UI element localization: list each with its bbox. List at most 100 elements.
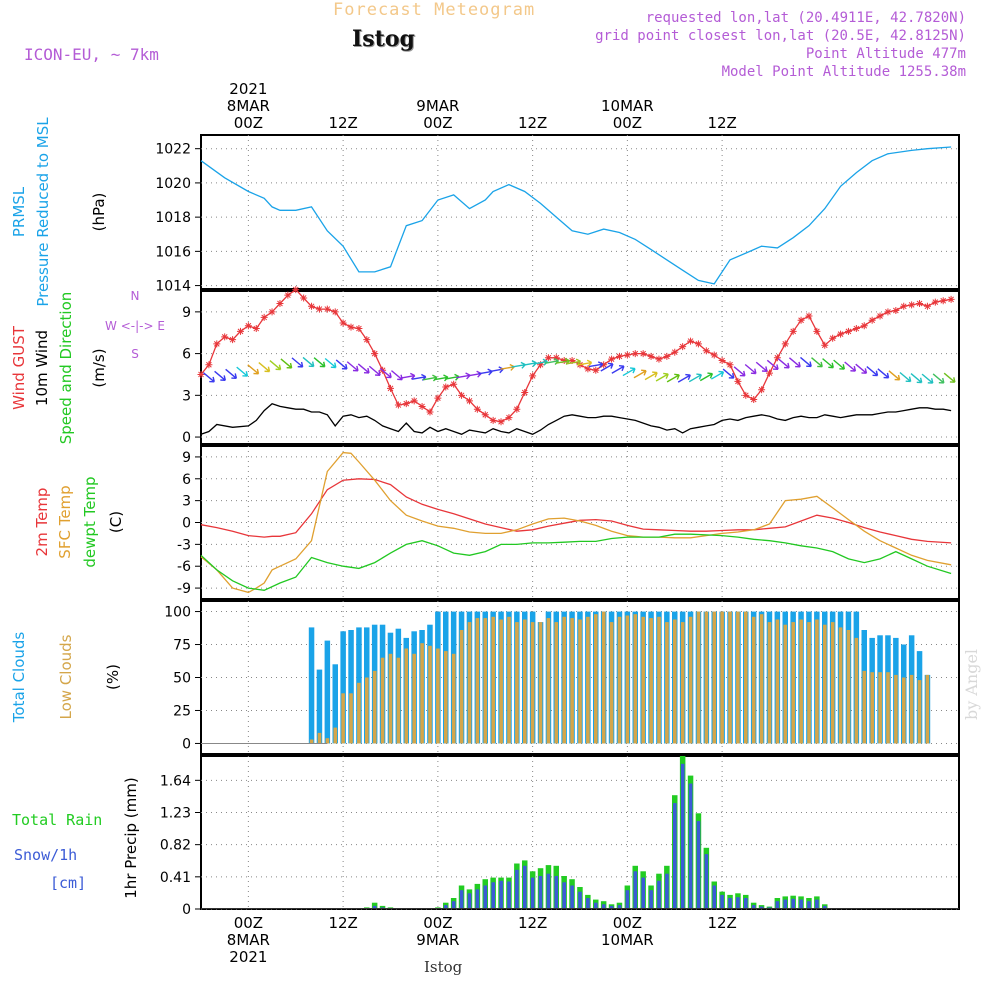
bar (854, 637, 859, 744)
bar (570, 885, 574, 909)
time-label-bottom: 10MAR (601, 931, 654, 949)
bar (625, 890, 630, 909)
bar (767, 622, 772, 744)
y-tick-label: 1022 (155, 142, 191, 158)
bar (791, 622, 795, 744)
bar (894, 674, 898, 744)
gust-marker (450, 380, 458, 388)
wind-arrow (588, 361, 604, 369)
gust-marker (205, 361, 213, 369)
legend-snow: Snow/1h (14, 846, 77, 864)
bar (791, 898, 795, 909)
y-tick-label: 75 (173, 638, 191, 654)
model-point-altitude: Model Point Altitude 1255.38m (721, 64, 966, 80)
bar (530, 622, 535, 744)
bar (459, 630, 464, 744)
bar (570, 618, 574, 744)
time-label-bottom: 12Z (707, 914, 736, 932)
time-label-top: 2021 (229, 80, 267, 98)
time-label-top: 00Z (613, 114, 642, 132)
wind-arrow (844, 361, 857, 372)
gust-marker (766, 369, 773, 377)
bar (775, 619, 780, 744)
gust-marker (876, 312, 884, 320)
bar (562, 882, 566, 909)
wind-arrow-shape (622, 367, 636, 377)
wind-arrow (733, 366, 746, 377)
wind-arrow-shape (247, 364, 260, 375)
wind-arrow (236, 366, 249, 377)
bar (499, 619, 503, 744)
wind-arrow (855, 363, 868, 374)
bar (649, 618, 653, 744)
panel-4: 0 25 50 75 100 (164, 600, 960, 755)
bar (586, 616, 590, 744)
bar (515, 622, 519, 744)
y-tick-label: 3 (182, 388, 191, 404)
wind-arrow-shape (733, 366, 746, 377)
bar (444, 905, 448, 909)
wind-arrow-shape (258, 361, 271, 373)
wind-arrow (225, 368, 238, 380)
bar (420, 643, 424, 744)
panel-ylabel: Low Clouds (57, 634, 75, 719)
gust-marker (584, 365, 592, 373)
wind-arrow-shape (391, 370, 403, 381)
panel-frame (200, 134, 960, 290)
model-label: ICON-EU, ~ 7km (24, 45, 159, 64)
gust-marker (505, 414, 513, 422)
gust-marker (458, 391, 466, 399)
bar (665, 622, 669, 744)
wind-arrow (379, 368, 392, 379)
wind-arrow (777, 358, 790, 369)
wind-arrow-shape (877, 368, 890, 379)
wind-arrow (203, 372, 215, 383)
bar (371, 902, 378, 909)
wind-arrow-shape (368, 365, 381, 376)
bar (601, 904, 606, 909)
wind-arrow-shape (777, 358, 790, 369)
bar (909, 674, 914, 744)
bar (925, 674, 930, 744)
bar (530, 877, 535, 909)
gust-marker (900, 302, 908, 310)
time-label-top: 10MAR (601, 97, 654, 115)
panel-1: 1014 1016 1018 1020 1022 (155, 134, 960, 295)
bar (633, 871, 638, 909)
wind-arrow-shape (666, 373, 680, 383)
time-label-bottom: 8MAR (227, 931, 270, 949)
wind-arrow (324, 357, 337, 369)
bar (523, 619, 527, 744)
bar (507, 881, 511, 909)
gust-marker (647, 352, 655, 360)
y-tick-label: 0 (182, 736, 191, 752)
wind-arrow-shape (225, 368, 238, 380)
gust-marker (837, 330, 845, 338)
wind-arrow-shape (766, 359, 779, 371)
time-label-bottom: 9MAR (416, 931, 459, 949)
gust-marker (773, 354, 781, 362)
gust-marker (513, 405, 521, 413)
wind-arrow (788, 357, 801, 368)
bar (886, 672, 890, 744)
bar (586, 898, 590, 909)
bar (759, 906, 764, 909)
gust-marker (418, 402, 426, 410)
panel-ylabel: 10m Wind (33, 330, 51, 406)
wind-arrow (699, 372, 714, 382)
y-tick-label: 1.64 (160, 773, 191, 789)
gust-marker (805, 312, 813, 320)
wind-arrow-shape (302, 356, 315, 368)
wind-arrow-shape (611, 364, 625, 374)
wind-arrow-shape (888, 370, 901, 381)
wind-arrow (722, 368, 735, 379)
bar (617, 905, 622, 909)
y-tick-label: 1020 (155, 176, 191, 192)
time-label-top: 12Z (328, 114, 357, 132)
time-label-bottom: 2021 (229, 948, 267, 966)
bar (436, 648, 440, 744)
y-tick-label: 3 (182, 494, 191, 510)
wind-arrow (744, 363, 757, 375)
bar (554, 876, 559, 909)
bar (554, 622, 559, 744)
